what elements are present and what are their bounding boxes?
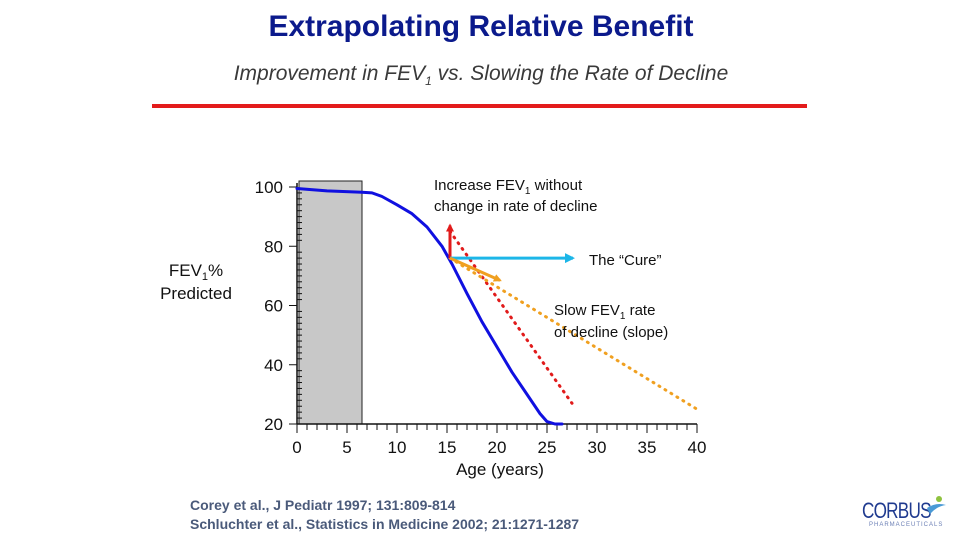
annotation-increase-prefix: Increase FEV (434, 177, 525, 194)
slide-subtitle: Improvement in FEV1 vs. Slowing the Rate… (0, 62, 962, 88)
natural-decline-line (295, 187, 564, 426)
x-tick-label: 25 (538, 438, 557, 457)
x-tick-label: 35 (638, 438, 657, 457)
y-tick-label: 60 (264, 297, 283, 316)
y-tick-label: 100 (255, 178, 283, 197)
x-tick-label: 0 (292, 438, 301, 457)
subtitle-suffix: vs. Slowing the Rate of Decline (431, 62, 729, 85)
y-axis-label-line1: FEV1% (169, 261, 223, 283)
x-axis-label: Age (years) (456, 460, 544, 479)
x-tick-label: 5 (342, 438, 351, 457)
x-tick-label: 20 (488, 438, 507, 457)
annotation-slow-suffix: rate (625, 302, 655, 319)
reference-2: Schluchter et al., Statistics in Medicin… (190, 516, 580, 532)
x-tick-label: 40 (688, 438, 707, 457)
title-divider (152, 104, 807, 108)
y-label-prefix: FEV (169, 261, 203, 280)
annotation-slow-line2: of decline (slope) (554, 324, 668, 341)
annotation-increase-line2: change in rate of decline (434, 198, 597, 215)
x-tick-label: 15 (438, 438, 457, 457)
annotation-increase-suffix: without (530, 177, 583, 194)
y-tick-label: 80 (264, 237, 283, 256)
y-tick-label: 40 (264, 356, 283, 375)
reference-1: Corey et al., J Pediatr 1997; 131:809-81… (190, 497, 456, 513)
references: Corey et al., J Pediatr 1997; 131:809-81… (190, 496, 579, 534)
slow-decline-arrow (449, 256, 502, 282)
slide-title: Extrapolating Relative Benefit (268, 10, 694, 43)
slowed-decline-projection (448, 256, 699, 411)
y-axis-label-line2: Predicted (160, 284, 232, 303)
annotation-slow-subscript: 1 (620, 311, 626, 322)
x-tick-label: 10 (388, 438, 407, 457)
y-tick-label: 20 (264, 415, 283, 434)
increase-fev1-projection (448, 229, 574, 405)
subtitle-prefix: Improvement in FEV (233, 62, 426, 85)
annotation-cure: The “Cure” (589, 252, 662, 269)
y-label-suffix: % (208, 261, 223, 280)
y-label-subscript: 1 (202, 271, 208, 283)
subtitle-subscript: 1 (425, 74, 432, 89)
annotation-slow-line1: Slow FEV1 rate (554, 302, 655, 322)
person-swoosh-icon (927, 496, 946, 514)
shaded-region (298, 180, 363, 425)
annotation-increase-line1: Increase FEV1 without (434, 177, 583, 197)
annotation-slow-prefix: Slow FEV (554, 302, 620, 319)
annotation-increase-subscript: 1 (525, 186, 531, 197)
corbus-logo: CORBUS PHARMACEUTICALS (862, 494, 952, 534)
x-tick-label: 30 (588, 438, 607, 457)
logo-wordmark: CORBUS (862, 498, 932, 523)
logo-tagline: PHARMACEUTICALS (869, 522, 944, 528)
